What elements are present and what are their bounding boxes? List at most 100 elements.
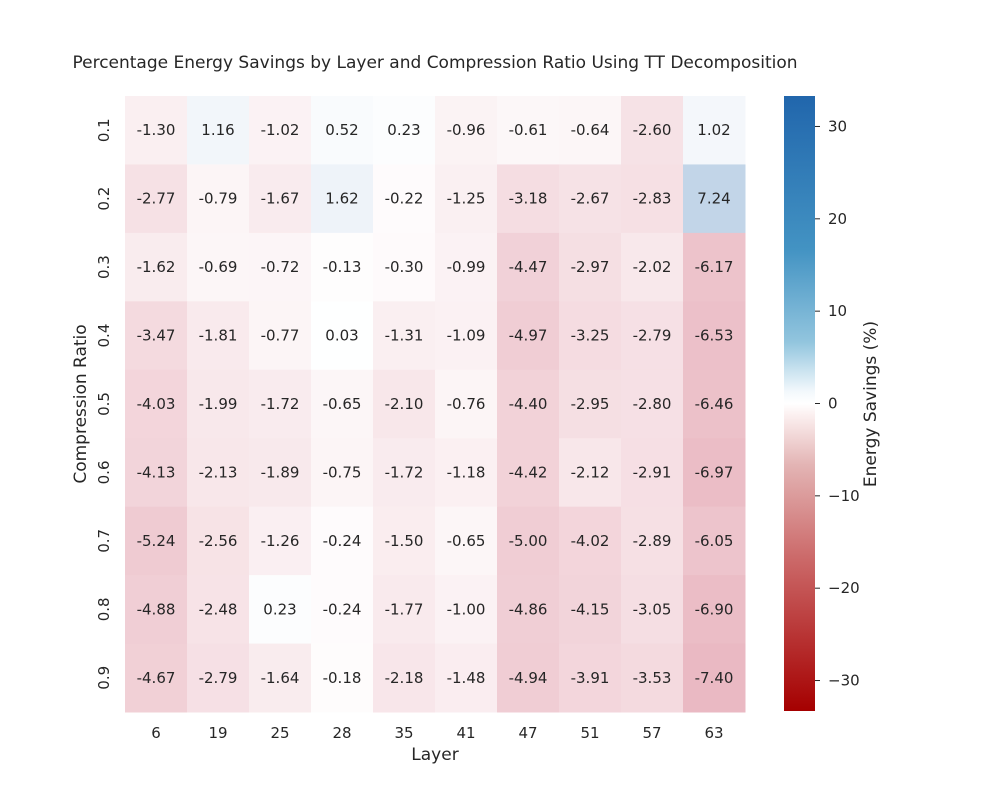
y-tick-label: 0.2 — [95, 187, 113, 211]
cell-value-label: -0.79 — [199, 190, 238, 208]
x-axis-ticks: 6 19 25 28 35 41 47 51 57 63 — [151, 724, 723, 742]
y-tick-label: 0.4 — [95, 324, 113, 348]
cell-value-label: -1.64 — [261, 669, 300, 687]
cell-value-label: -2.95 — [571, 395, 610, 413]
heatmap-cell — [435, 575, 498, 645]
heatmap-cell — [621, 232, 684, 302]
y-axis-label: Compression Ratio — [71, 324, 91, 483]
cell-value-label: 7.24 — [697, 190, 730, 208]
x-tick-label: 19 — [208, 724, 227, 742]
cell-value-label: 0.03 — [325, 327, 358, 345]
heatmap-cell — [311, 96, 374, 165]
colorbar — [784, 96, 815, 711]
cell-value-label: -1.30 — [137, 121, 176, 139]
cell-value-label: -4.03 — [137, 395, 176, 413]
y-tick-label: 0.8 — [95, 597, 113, 621]
cell-value-label: -2.79 — [199, 669, 238, 687]
heatmap-cell — [125, 438, 188, 508]
cell-value-label: -0.77 — [261, 327, 300, 345]
heatmap-cell — [621, 96, 684, 165]
cell-value-label: -0.69 — [199, 258, 238, 276]
colorbar-tick-label: 30 — [828, 117, 847, 135]
heatmap-cell — [683, 369, 746, 439]
cell-value-label: -2.10 — [385, 395, 424, 413]
heatmap-cell — [559, 643, 622, 713]
colorbar-tick-label: 10 — [828, 302, 847, 320]
cell-value-label: -1.77 — [385, 600, 424, 618]
x-tick-label: 35 — [394, 724, 413, 742]
x-tick-label: 25 — [270, 724, 289, 742]
heatmap-cell — [435, 96, 498, 165]
cell-value-label: -0.99 — [447, 258, 486, 276]
heatmap-cell — [559, 369, 622, 439]
cell-value-label: -1.00 — [447, 600, 486, 618]
cell-value-label: -1.89 — [261, 463, 300, 481]
x-tick-label: 6 — [151, 724, 161, 742]
heatmap-cell — [125, 96, 188, 165]
x-axis-label: Layer — [411, 745, 458, 765]
cell-value-label: -4.42 — [509, 463, 548, 481]
cell-value-label: -4.94 — [509, 669, 548, 687]
cell-value-label: -1.25 — [447, 190, 486, 208]
cell-value-label: -4.13 — [137, 463, 176, 481]
heatmap-cell — [373, 438, 436, 508]
colorbar-label: Energy Savings (%) — [861, 321, 881, 487]
heatmap-cell — [311, 643, 374, 713]
chart-title: Percentage Energy Savings by Layer and C… — [72, 53, 797, 73]
y-tick-label: 0.9 — [95, 666, 113, 690]
heatmap-cell-labels: -1.30 1.16 -1.02 0.52 0.23 -0.96 -0.61 -0.64 -2.… — [137, 121, 734, 687]
heatmap-cell — [187, 438, 250, 508]
cell-value-label: -0.61 — [509, 121, 548, 139]
colorbar-tick-label: −30 — [828, 672, 860, 690]
cell-value-label: -2.60 — [633, 121, 672, 139]
cell-value-label: -0.13 — [323, 258, 362, 276]
cell-value-label: -0.65 — [323, 395, 362, 413]
heatmap-cell — [125, 301, 188, 371]
heatmap-cell — [249, 96, 312, 165]
heatmap-cell — [187, 164, 250, 234]
x-tick-label: 28 — [332, 724, 351, 742]
heatmap-cell — [683, 506, 746, 576]
cell-value-label: -2.80 — [633, 395, 672, 413]
heatmap-cell — [559, 301, 622, 371]
cell-value-label: -1.09 — [447, 327, 486, 345]
heatmap-cell — [125, 643, 188, 713]
heatmap-cell — [683, 301, 746, 371]
cell-value-label: -0.18 — [323, 669, 362, 687]
y-tick-label: 0.7 — [95, 529, 113, 553]
cell-value-label: -1.99 — [199, 395, 238, 413]
cell-value-label: -0.72 — [261, 258, 300, 276]
cell-value-label: -2.67 — [571, 190, 610, 208]
y-tick-label: 0.5 — [95, 392, 113, 416]
cell-value-label: -3.18 — [509, 190, 548, 208]
heatmap-cell — [683, 575, 746, 645]
heatmap-cell — [249, 438, 312, 508]
y-tick-label: 0.1 — [95, 118, 113, 142]
cell-value-label: -0.96 — [447, 121, 486, 139]
cell-value-label: -0.24 — [323, 532, 362, 550]
colorbar-tick-label: −20 — [828, 579, 860, 597]
heatmap-cell — [435, 164, 498, 234]
heatmap-cell — [683, 96, 746, 165]
heatmap-cell — [683, 232, 746, 302]
cell-value-label: -4.40 — [509, 395, 548, 413]
heatmap-cell — [497, 164, 560, 234]
cell-value-label: -5.00 — [509, 532, 548, 550]
colorbar-tick-label: −10 — [828, 487, 860, 505]
heatmap-cell — [311, 438, 374, 508]
heatmap-cell — [125, 369, 188, 439]
cell-value-label: -3.05 — [633, 600, 672, 618]
cell-value-label: -2.56 — [199, 532, 238, 550]
heatmap-cell — [435, 643, 498, 713]
heatmap-cell — [559, 575, 622, 645]
heatmap-cell — [559, 164, 622, 234]
cell-value-label: -1.50 — [385, 532, 424, 550]
cell-value-label: 1.16 — [201, 121, 234, 139]
x-tick-label: 51 — [580, 724, 599, 742]
cell-value-label: -4.15 — [571, 600, 610, 618]
cell-value-label: -2.12 — [571, 463, 610, 481]
heatmap-cell — [435, 301, 498, 371]
cell-value-label: -0.24 — [323, 600, 362, 618]
heatmap-cell — [621, 301, 684, 371]
